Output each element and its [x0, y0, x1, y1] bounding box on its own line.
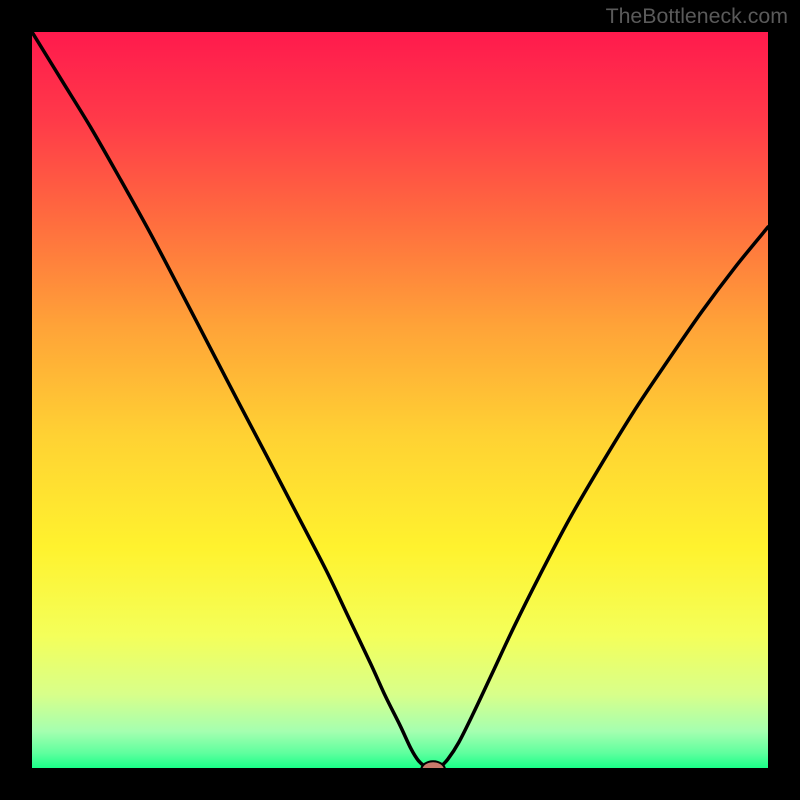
- plot-area: [32, 32, 768, 768]
- watermark-text: TheBottleneck.com: [606, 4, 788, 29]
- curve-layer: [32, 32, 768, 768]
- minimum-marker: [421, 761, 445, 768]
- bottleneck-curve: [32, 32, 768, 768]
